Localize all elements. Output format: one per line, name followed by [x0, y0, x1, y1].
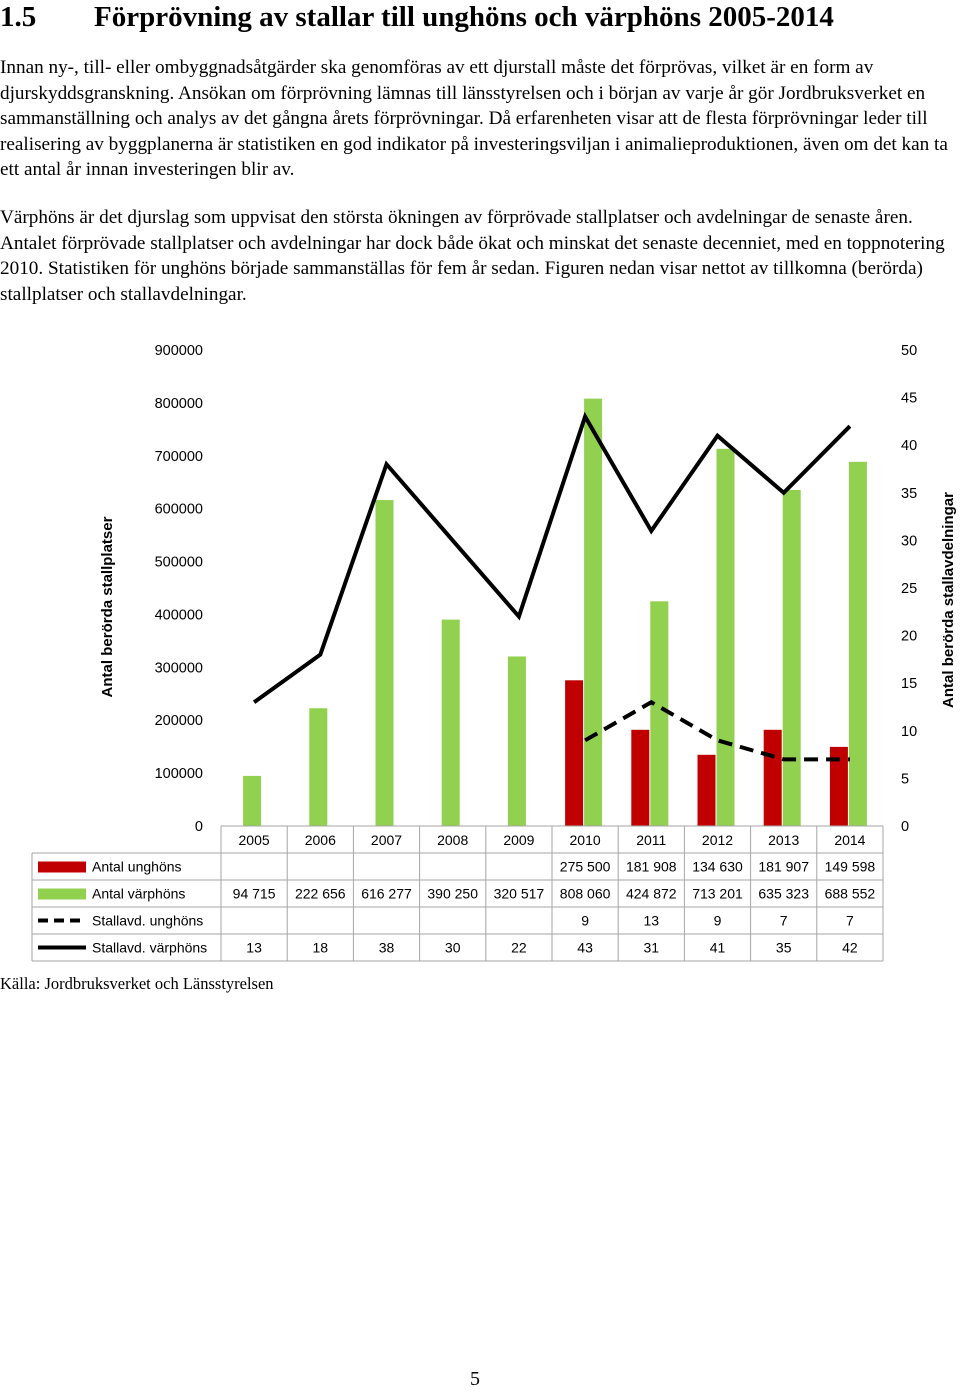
line-stallavd-varphons [252, 411, 852, 704]
left-axis-tick-label: 500000 [155, 555, 203, 571]
right-axis-tick-label: 0 [901, 819, 909, 835]
table-cell-value: 222 656 [295, 886, 346, 902]
table-cell-value: 7 [780, 913, 788, 929]
left-axis-tick-label: 900000 [155, 343, 203, 359]
table-cell-value: 713 201 [692, 886, 743, 902]
right-axis-tick-label: 35 [901, 486, 917, 502]
left-axis-tick-label: 200000 [155, 713, 203, 729]
page-number: 5 [470, 1368, 480, 1390]
table-cell-value: 94 715 [233, 886, 276, 902]
source-note: Källa: Jordbruksverket och Länsstyrelsen [0, 974, 274, 993]
table-year-label: 2014 [834, 832, 865, 848]
table-year-label: 2011 [636, 832, 666, 848]
table-cell-value: 9 [581, 913, 589, 929]
right-axis-tick-label: 15 [901, 676, 917, 692]
layer-hens-paragraph: Värphöns är det djurslag som uppvisat de… [0, 207, 945, 305]
legend-key-antal-varphons [38, 888, 86, 900]
table-year-label: 2013 [768, 832, 799, 848]
left-axis-tick-label: 300000 [155, 660, 203, 676]
table-year-label: 2009 [503, 832, 534, 848]
bar-antal-unghons [631, 729, 650, 826]
table-cell-value: 616 277 [361, 886, 412, 902]
section-title: Förprövning av stallar till unghöns och … [94, 1, 834, 33]
table-cell-value: 808 060 [560, 886, 611, 902]
table-cell-value: 13 [644, 913, 660, 929]
left-axis-tick-label: 0 [195, 819, 203, 835]
left-axis-tick-label: 600000 [155, 502, 203, 518]
left-axis-title: Antal berörda stallplatser [99, 516, 116, 697]
section-heading: 1.5 Förprövning av stallar till unghöns o… [0, 0, 834, 34]
table-year-label: 2008 [437, 832, 468, 848]
right-axis-tick-label: 10 [901, 724, 917, 740]
table-year-label: 2010 [570, 832, 601, 848]
table-year-label: 2007 [371, 832, 402, 848]
table-cell-value: 35 [776, 940, 792, 956]
table-cell-value: 9 [714, 913, 722, 929]
table-cell-value: 30 [445, 940, 461, 956]
table-cell-value: 42 [842, 940, 858, 956]
right-axis-tick-label: 50 [901, 343, 917, 359]
right-axis-tick-label: 20 [901, 629, 917, 645]
right-axis-title: Antal berörda stallavdelningar [940, 492, 957, 708]
right-axis-tick-label: 5 [901, 771, 909, 787]
table-cell-value: 635 323 [758, 886, 809, 902]
table-cell-value: 688 552 [825, 886, 876, 902]
right-axis-tick-label: 45 [901, 391, 917, 407]
table-cell-value: 7 [846, 913, 854, 929]
table-cell-value: 275 500 [560, 859, 611, 875]
right-axis-tick-label: 25 [901, 581, 917, 597]
bar-antal-varphons [584, 398, 603, 826]
table-cell-value: 181 908 [626, 859, 677, 875]
bar-antal-unghons [565, 680, 584, 826]
bar-antal-unghons [697, 754, 716, 826]
table-year-label: 2012 [702, 832, 733, 848]
left-axis-tick-label: 800000 [155, 396, 203, 412]
table-cell-value: 43 [577, 940, 593, 956]
line-stallavd-unghons [584, 699, 850, 762]
bar-antal-varphons [782, 489, 801, 826]
right-axis-tick-label: 40 [901, 438, 917, 454]
table-cell-value: 181 907 [758, 859, 809, 875]
table-cell-value: 149 598 [825, 859, 876, 875]
table-row-label: Antal värphöns [92, 886, 185, 902]
legend-key-antal-unghons [38, 861, 86, 873]
table-cell-value: 390 250 [427, 886, 478, 902]
left-axis-tick-label: 700000 [155, 449, 203, 465]
intro-paragraph: Innan ny-, till- eller ombyggnadsåtgärde… [0, 57, 948, 181]
bar-antal-unghons [763, 729, 782, 826]
table-row-label: Antal unghöns [92, 859, 182, 875]
left-axis-tick-label: 400000 [155, 607, 203, 623]
table-cell-value: 41 [710, 940, 726, 956]
table-year-label: 2006 [305, 832, 336, 848]
bar-antal-varphons [716, 448, 735, 826]
table-cell-value: 38 [379, 940, 395, 956]
table-row-label: Stallavd. unghöns [92, 913, 203, 929]
bar-antal-varphons [848, 461, 867, 826]
right-axis-tick-label: 30 [901, 533, 917, 549]
table-cell-value: 13 [246, 940, 262, 956]
table-cell-value: 424 872 [626, 886, 677, 902]
bar-antal-varphons [507, 656, 526, 826]
table-row-label: Stallavd. värphöns [92, 940, 207, 956]
table-cell-value: 320 517 [494, 886, 545, 902]
combo-chart: 0 100000 200000 300000 400000 500000 600000 700… [31, 343, 957, 962]
bar-antal-varphons [441, 619, 460, 826]
table-year-label: 2005 [239, 832, 270, 848]
table-cell-value: 22 [511, 940, 527, 956]
section-number: 1.5 [0, 1, 37, 33]
bar-antal-unghons [829, 746, 848, 826]
left-axis-tick-label: 100000 [155, 766, 203, 782]
bar-antal-varphons [650, 601, 669, 826]
bar-antal-varphons [243, 775, 262, 826]
table-cell-value: 31 [644, 940, 660, 956]
table-cell-value: 134 630 [692, 859, 743, 875]
bar-antal-varphons [375, 500, 394, 826]
bar-antal-varphons [309, 708, 328, 826]
table-cell-value: 18 [313, 940, 329, 956]
